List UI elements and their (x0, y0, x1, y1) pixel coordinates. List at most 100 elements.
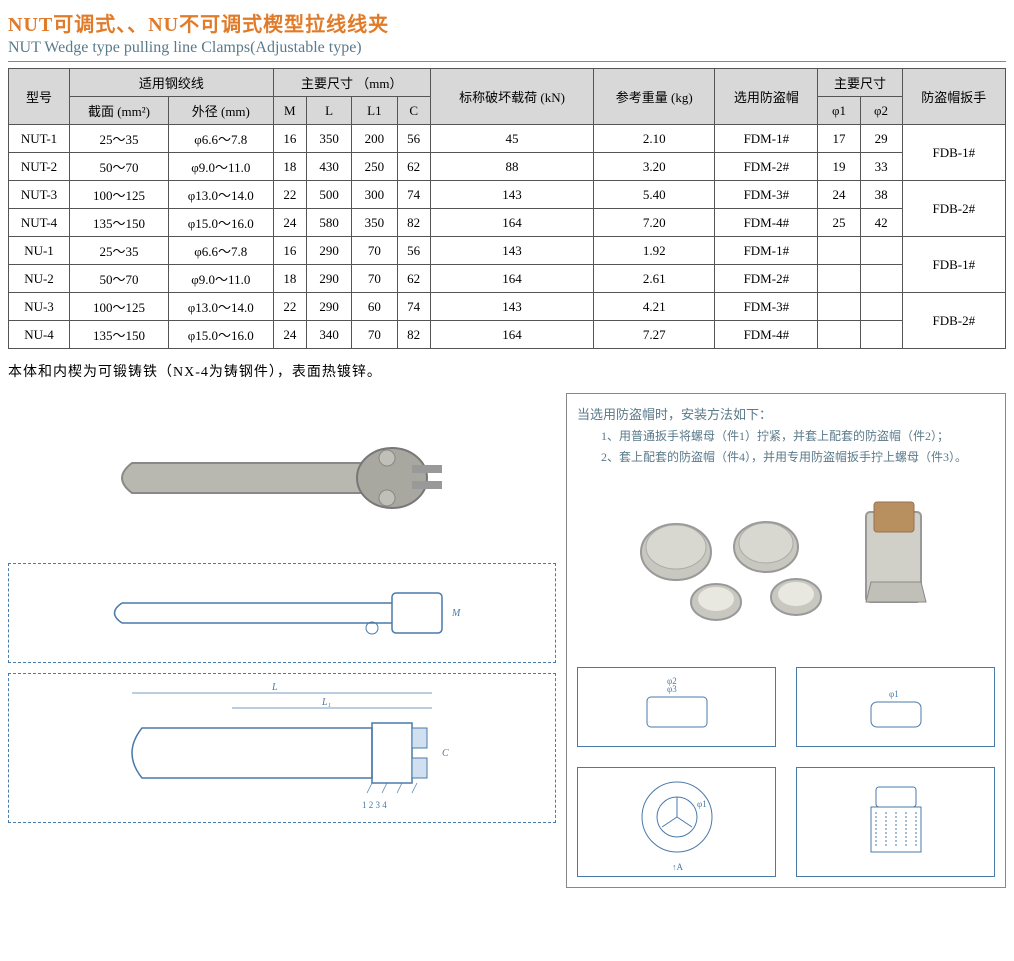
cell-load: 164 (430, 209, 593, 237)
instruction-line-2: 2、套上配套的防盗帽（件4），并用专用防盗帽扳手拧上螺母（件3）。 (601, 448, 995, 467)
cell-C: 56 (397, 125, 430, 153)
cell-load: 143 (430, 181, 593, 209)
cell-dia: φ6.6～7.8 (168, 125, 273, 153)
th-diameter: 外径 (mm) (168, 97, 273, 125)
cell-weight: 1.92 (594, 237, 715, 265)
cell-load: 164 (430, 265, 593, 293)
side-view-diagram: M (8, 563, 556, 663)
cell-section: 100～125 (70, 181, 169, 209)
cell-M: 16 (273, 237, 306, 265)
cell-section: 50～70 (70, 265, 169, 293)
cell-L1: 300 (352, 181, 397, 209)
cell-L: 580 (306, 209, 351, 237)
title-chinese: NUT可调式、、NU不可调式楔型拉线线夹 (8, 8, 1006, 37)
cell-C: 62 (397, 153, 430, 181)
th-main-dims: 主要尺寸 （mm） (273, 69, 430, 97)
table-row: NU-125～35φ6.6～7.81629070561431.92FDM-1#F… (9, 237, 1006, 265)
cell-p1: 17 (818, 125, 860, 153)
cell-C: 62 (397, 265, 430, 293)
cell-load: 45 (430, 125, 593, 153)
svg-text:1 2 3 4: 1 2 3 4 (362, 800, 387, 810)
cell-C: 56 (397, 237, 430, 265)
cap-dim-1: φ3φ2 (577, 667, 776, 747)
cell-weight: 7.27 (594, 321, 715, 349)
instruction-title: 当选用防盗帽时，安装方法如下： (577, 404, 995, 423)
cell-L: 290 (306, 293, 351, 321)
cell-model: NU-1 (9, 237, 70, 265)
cell-dia: φ13.0～14.0 (168, 293, 273, 321)
cell-model: NUT-4 (9, 209, 70, 237)
table-row: NU-3100～125φ13.0～14.02229060741434.21FDM… (9, 293, 1006, 321)
th-cap: 选用防盗帽 (715, 69, 818, 125)
cell-L1: 200 (352, 125, 397, 153)
table-row: NUT-250～70φ9.0～11.01843025062883.20FDM-2… (9, 153, 1006, 181)
cell-weight: 4.21 (594, 293, 715, 321)
cell-model: NUT-2 (9, 153, 70, 181)
cell-section: 25～35 (70, 125, 169, 153)
table-row: NU-250～70φ9.0～11.01829070621642.61FDM-2# (9, 265, 1006, 293)
cell-p2: 38 (860, 181, 902, 209)
cell-section: 25～35 (70, 237, 169, 265)
cell-wrench: FDB-1# (902, 125, 1005, 181)
cell-p2 (860, 321, 902, 349)
th-C: C (397, 97, 430, 125)
cell-cap: FDM-1# (715, 237, 818, 265)
cell-L: 350 (306, 125, 351, 153)
cell-L1: 70 (352, 237, 397, 265)
cell-L1: 250 (352, 153, 397, 181)
cell-p2: 29 (860, 125, 902, 153)
top-view-diagram: L L₁ C 1 2 3 4 (8, 673, 556, 823)
table-row: NUT-4135～150φ15.0～16.024580350821647.20F… (9, 209, 1006, 237)
cell-cap: FDM-4# (715, 321, 818, 349)
cell-L1: 60 (352, 293, 397, 321)
cell-wrench: FDB-2# (902, 181, 1005, 237)
cell-dia: φ15.0～16.0 (168, 321, 273, 349)
cell-load: 88 (430, 153, 593, 181)
cell-dia: φ9.0～11.0 (168, 153, 273, 181)
cell-L1: 70 (352, 265, 397, 293)
left-diagrams: M L L₁ C 1 2 3 4 (8, 393, 556, 888)
cell-p1 (818, 265, 860, 293)
cell-weight: 7.20 (594, 209, 715, 237)
th-L1: L1 (352, 97, 397, 125)
cell-L: 430 (306, 153, 351, 181)
cell-section: 135～150 (70, 209, 169, 237)
svg-text:M: M (451, 608, 461, 619)
svg-text:↑A: ↑A (672, 862, 684, 872)
cell-p1 (818, 321, 860, 349)
cap-dim-3: φ1 ↑A (577, 767, 776, 877)
th-M: M (273, 97, 306, 125)
cell-L: 290 (306, 265, 351, 293)
cell-p2: 33 (860, 153, 902, 181)
cell-cap: FDM-1# (715, 125, 818, 153)
cell-M: 16 (273, 125, 306, 153)
th-sub-dims: 主要尺寸 (818, 69, 902, 97)
th-section: 截面 (mm²) (70, 97, 169, 125)
cell-C: 82 (397, 209, 430, 237)
th-phi2: φ2 (860, 97, 902, 125)
cell-cap: FDM-4# (715, 209, 818, 237)
cell-weight: 2.10 (594, 125, 715, 153)
title-english: NUT Wedge type pulling line Clamps(Adjus… (8, 39, 1006, 57)
table-row: NU-4135～150φ15.0～16.02434070821647.27FDM… (9, 321, 1006, 349)
th-model: 型号 (9, 69, 70, 125)
svg-text:L₁: L₁ (321, 697, 331, 708)
svg-text:C: C (442, 748, 449, 759)
cell-section: 100～125 (70, 293, 169, 321)
svg-text:L: L (271, 682, 278, 693)
cell-load: 164 (430, 321, 593, 349)
cell-cap: FDM-2# (715, 265, 818, 293)
cell-p1 (818, 293, 860, 321)
cell-cap: FDM-3# (715, 293, 818, 321)
cell-C: 74 (397, 181, 430, 209)
cell-L: 290 (306, 237, 351, 265)
spec-table: 型号 适用钢绞线 主要尺寸 （mm） 标称破坏载荷 (kN) 参考重量 (kg)… (8, 68, 1006, 349)
cell-p1: 24 (818, 181, 860, 209)
svg-text:φ1: φ1 (697, 799, 707, 809)
cell-model: NU-4 (9, 321, 70, 349)
cell-section: 50～70 (70, 153, 169, 181)
product-photo (8, 413, 556, 543)
cell-dia: φ13.0～14.0 (168, 181, 273, 209)
cell-p2 (860, 237, 902, 265)
cell-section: 135～150 (70, 321, 169, 349)
